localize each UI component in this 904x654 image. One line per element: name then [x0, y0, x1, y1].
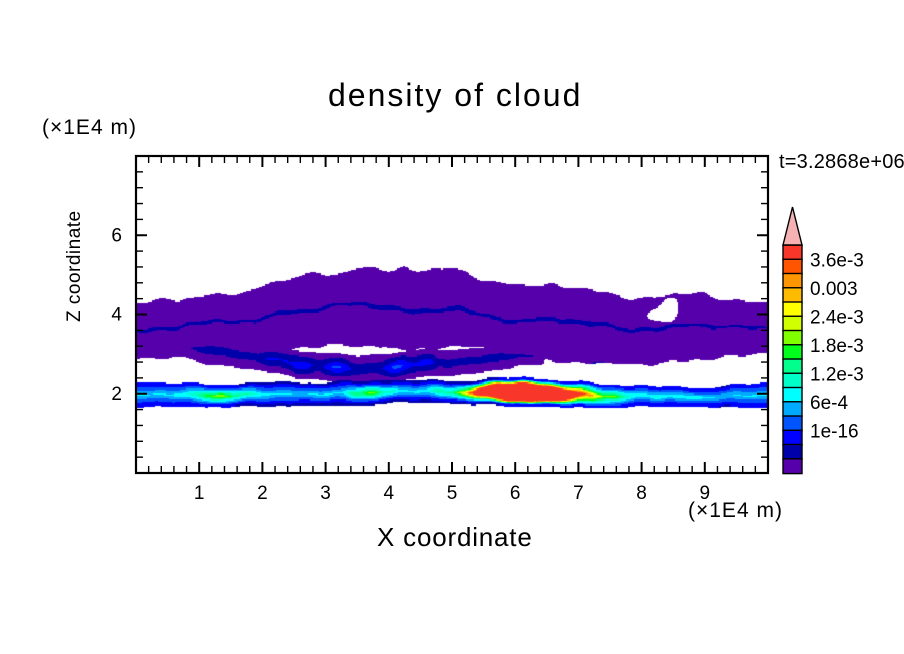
svg-text:8: 8 — [636, 483, 647, 504]
svg-text:6e-4: 6e-4 — [810, 393, 848, 414]
svg-text:0.003: 0.003 — [810, 279, 858, 300]
svg-text:2: 2 — [111, 384, 122, 405]
svg-text:2: 2 — [257, 483, 268, 504]
svg-text:6: 6 — [111, 225, 122, 246]
svg-text:1.2e-3: 1.2e-3 — [810, 364, 864, 385]
svg-text:2.4e-3: 2.4e-3 — [810, 307, 864, 328]
svg-text:1: 1 — [194, 483, 205, 504]
svg-text:1e-16: 1e-16 — [810, 421, 859, 442]
svg-text:7: 7 — [573, 483, 584, 504]
svg-text:1.8e-3: 1.8e-3 — [810, 336, 864, 357]
svg-text:6: 6 — [510, 483, 521, 504]
svg-text:4: 4 — [384, 483, 395, 504]
svg-text:4: 4 — [111, 305, 122, 326]
svg-text:5: 5 — [447, 483, 458, 504]
svg-text:3: 3 — [320, 483, 331, 504]
svg-text:3.6e-3: 3.6e-3 — [810, 250, 864, 271]
